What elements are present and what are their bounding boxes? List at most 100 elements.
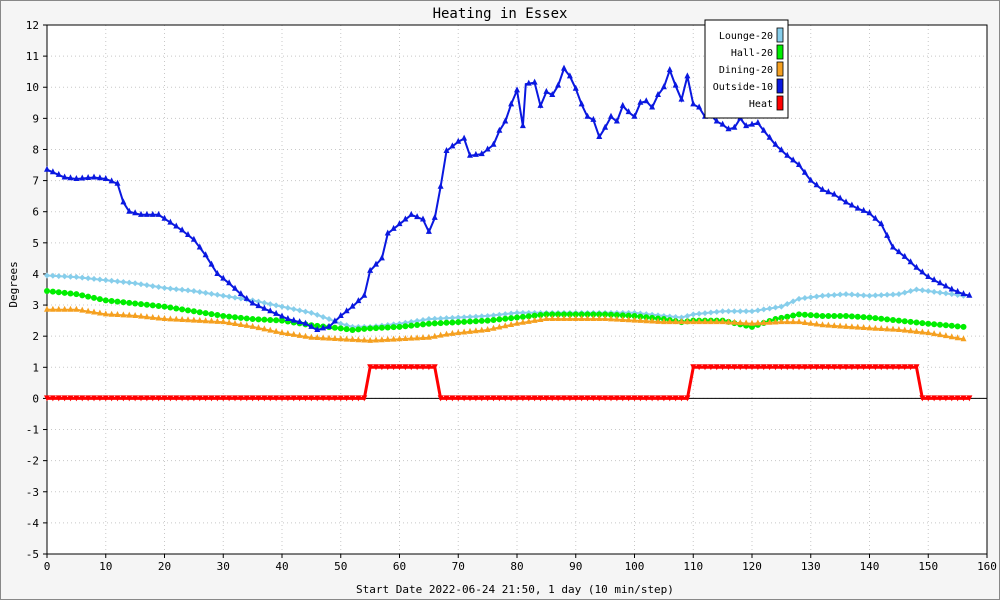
data-point-hall-20 [196,309,203,316]
data-point-hall-20 [431,320,438,327]
data-point-heat [866,364,873,371]
data-point-hall-20 [373,325,379,332]
data-point-lounge-20 [696,310,703,317]
data-point-dining-20 [895,325,902,332]
data-point-heat [584,395,591,402]
data-point-hall-20 [960,323,967,330]
data-point-heat [561,395,567,402]
y-tick-label: 8 [32,143,39,156]
data-point-hall-20 [273,317,280,324]
data-point-dining-20 [55,305,62,312]
legend-swatch-hall-20 [776,44,784,60]
data-point-dining-20 [531,316,538,323]
data-point-heat [361,395,368,402]
data-point-heat [508,395,515,402]
data-point-heat [67,395,74,402]
data-point-outside-10 [91,173,97,180]
data-point-dining-20 [255,324,262,331]
data-point-lounge-20 [942,290,949,297]
data-point-lounge-20 [707,309,714,316]
data-point-hall-20 [631,312,638,319]
data-point-dining-20 [220,318,227,325]
data-point-heat [390,364,397,371]
data-point-heat [284,395,291,402]
data-point-outside-10 [514,86,520,93]
data-point-lounge-20 [425,316,432,323]
data-point-dining-20 [425,333,432,340]
data-point-lounge-20 [190,288,197,295]
data-point-hall-20 [490,316,497,323]
data-point-outside-10 [484,145,491,152]
data-point-outside-10 [226,279,233,286]
data-point-dining-20 [138,312,144,319]
data-point-hall-20 [185,307,191,314]
data-point-lounge-20 [678,314,685,321]
data-point-heat [290,395,297,402]
data-point-heat [525,395,532,402]
data-point-lounge-20 [690,311,697,318]
data-point-heat [126,395,133,402]
data-point-dining-20 [813,320,820,327]
data-point-heat [220,395,227,402]
data-point-dining-20 [308,333,315,340]
data-point-lounge-20 [937,289,943,296]
data-point-heat [249,395,256,402]
data-point-hall-20 [807,312,814,319]
data-point-dining-20 [519,318,526,325]
data-point-outside-10 [425,227,432,234]
data-point-heat [384,364,391,371]
data-point-dining-20 [431,332,438,339]
data-point-dining-20 [455,329,462,336]
legend-label-heat: Heat [749,99,773,110]
data-point-outside-10 [960,290,967,297]
data-point-outside-10 [878,220,885,227]
data-point-dining-20 [61,305,68,312]
data-point-dining-20 [490,324,497,331]
y-tick-label: 4 [32,268,39,281]
data-point-hall-20 [208,311,215,318]
data-point-dining-20 [496,323,503,330]
data-point-hall-20 [866,314,873,321]
data-point-outside-10 [67,174,74,181]
data-point-hall-20 [619,312,626,319]
data-point-outside-10 [361,291,368,298]
data-point-dining-20 [942,332,949,339]
data-point-heat [420,364,426,371]
data-point-dining-20 [901,326,908,333]
data-point-dining-20 [907,327,914,334]
data-point-dining-20 [355,336,362,343]
data-point-hall-20 [572,311,579,318]
data-point-heat [643,395,650,402]
data-point-lounge-20 [925,288,932,295]
data-point-lounge-20 [502,311,509,318]
data-point-lounge-20 [895,291,902,298]
data-point-dining-20 [960,335,967,342]
data-point-heat [878,364,885,371]
data-point-lounge-20 [725,308,732,315]
data-point-lounge-20 [878,292,885,299]
data-point-lounge-20 [273,302,280,309]
data-point-heat [743,364,750,371]
y-tick-label: 0 [32,392,39,405]
data-point-outside-10 [602,123,609,130]
data-point-lounge-20 [44,272,50,279]
data-point-outside-10 [449,142,456,149]
data-point-hall-20 [255,316,262,323]
data-point-heat [149,395,156,402]
data-point-heat [331,395,338,402]
data-point-dining-20 [190,316,197,323]
data-point-hall-20 [854,313,861,320]
data-point-hall-20 [643,314,650,321]
data-point-lounge-20 [114,278,121,285]
data-point-hall-20 [261,316,268,323]
data-point-outside-10 [185,231,191,238]
data-point-heat [226,395,233,402]
data-point-dining-20 [461,328,468,335]
data-point-dining-20 [402,334,409,341]
data-point-heat [608,395,614,402]
data-point-lounge-20 [890,291,896,298]
data-point-hall-20 [825,312,832,319]
data-point-heat [425,364,432,371]
legend-swatch-dining-20 [776,61,784,77]
data-point-outside-10 [895,248,902,255]
